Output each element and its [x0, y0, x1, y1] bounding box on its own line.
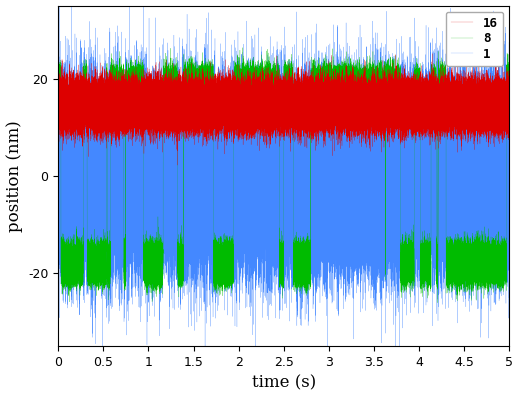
8	[239, 45, 245, 50]
16	[464, 94, 470, 98]
8	[55, 90, 61, 95]
8	[111, 74, 117, 79]
1	[293, 146, 299, 150]
Line: 16: 16	[58, 54, 510, 165]
16	[343, 102, 349, 106]
8	[435, 301, 441, 305]
1	[464, 118, 470, 122]
8	[507, 82, 513, 87]
16	[111, 124, 117, 129]
16	[174, 163, 180, 168]
1	[507, 168, 513, 173]
1	[484, 202, 490, 207]
8	[484, 268, 490, 273]
16	[429, 51, 435, 56]
8	[65, 258, 72, 262]
16	[65, 105, 72, 110]
16	[55, 105, 61, 110]
Y-axis label: position (nm): position (nm)	[6, 120, 22, 232]
1	[65, 131, 72, 135]
Line: 1: 1	[58, 0, 510, 372]
1	[202, 369, 208, 374]
8	[293, 239, 299, 243]
Line: 8: 8	[58, 48, 510, 303]
Legend: 16, 8, 1: 16, 8, 1	[446, 12, 503, 66]
8	[343, 98, 349, 103]
16	[484, 94, 490, 98]
1	[343, 156, 349, 161]
16	[293, 131, 299, 136]
8	[464, 270, 470, 275]
1	[111, 105, 117, 110]
1	[55, 152, 61, 156]
16	[507, 114, 513, 119]
X-axis label: time (s): time (s)	[252, 374, 316, 391]
